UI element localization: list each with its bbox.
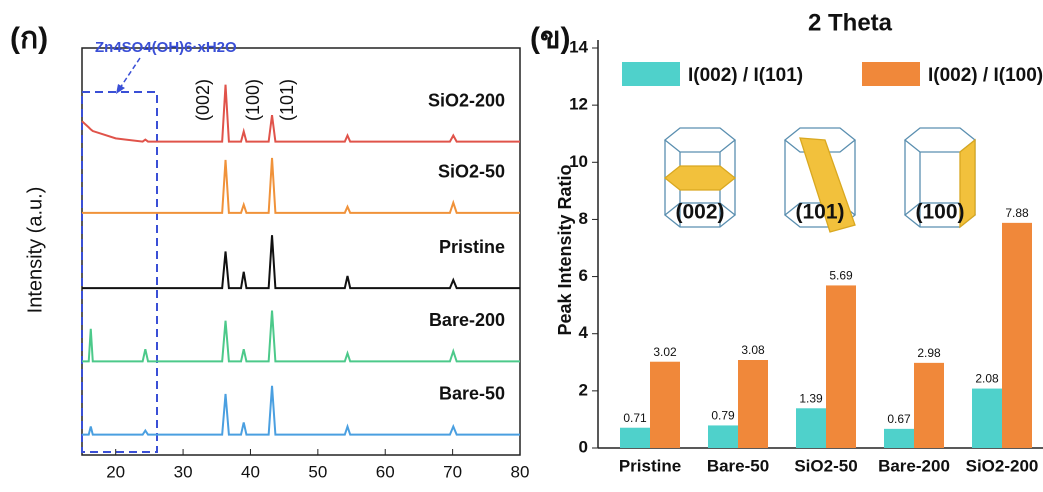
data-label: 0.67 [887,412,911,426]
legend-label: I(002) / I(100) [928,65,1043,86]
x-tick-label: 40 [241,462,260,481]
annotation: (100) [915,201,964,224]
x-tick-label: 70 [443,462,462,481]
x-tick-label: Bare-200 [878,456,950,475]
legend-swatch [862,62,920,86]
data-label: 0.79 [711,409,735,423]
x-tick-label: 80 [511,462,530,481]
crystal-icon [663,127,977,233]
x-tick-label: Bare-50 [707,456,769,475]
annotation: Zn4SO4(OH)6·xH2O [95,39,237,56]
series-label: Pristine [439,237,505,257]
bar [914,362,944,448]
bar [884,428,914,448]
bar [796,408,826,448]
data-label: 2.98 [917,346,941,360]
xrd-line [82,157,520,214]
y-tick-label: 0 [579,437,588,456]
data-label: 5.69 [829,269,853,283]
x-tick-label: 60 [376,462,395,481]
panel-label: (ก) [10,22,48,55]
legend-swatch [622,62,680,86]
arrow-head [116,84,125,94]
data-label: 2.08 [975,372,999,386]
y-tick-label: 4 [579,323,589,342]
bar [972,388,1002,448]
bar [650,361,680,448]
y-tick-label: 14 [569,37,588,56]
arrow [119,57,141,89]
chart-title: 2 Theta [808,9,893,36]
annotation: (101) [795,201,844,224]
x-tick-label: Pristine [619,456,681,475]
series-label: Bare-50 [439,383,505,403]
annotation: (002) [193,79,213,121]
bar [620,427,650,448]
bar [826,285,856,448]
y-axis-label: Peak Intensity Ratio [555,164,575,335]
data-label: 1.39 [799,391,823,405]
data-label: 0.71 [623,411,647,425]
x-tick-label: SiO2-200 [966,456,1039,475]
data-label: 7.88 [1005,206,1029,220]
x-tick-label: 20 [106,462,125,481]
y-tick-label: 12 [569,95,588,114]
xrd-line [82,385,520,436]
bar [738,360,768,448]
series-label: SiO2-50 [438,162,505,182]
legend-label: I(002) / I(101) [688,65,803,86]
bar [708,425,738,448]
annotation: (101) [277,79,297,121]
y-tick-label: 8 [579,209,588,228]
xrd-line [82,235,520,290]
xrd-line [81,84,520,143]
xrd-line [82,310,520,363]
annotation: (002) [675,201,724,224]
annotation: (100) [243,79,263,121]
data-label: 3.08 [741,343,765,357]
y-axis-label: Intensity (a.u.) [24,187,46,314]
y-tick-label: 10 [569,152,588,171]
series-label: Bare-200 [429,310,505,330]
plot-frame [81,47,521,456]
bar [1002,222,1032,448]
series-label: SiO2-200 [428,90,505,110]
highlight-box [81,91,158,453]
y-tick-label: 6 [579,266,588,285]
x-tick-label: SiO2-50 [794,456,857,475]
panel-label: (ข) [530,22,571,55]
data-label: 3.02 [653,345,677,359]
y-tick-label: 2 [579,380,588,399]
x-tick-label: 30 [174,462,193,481]
x-tick-label: 50 [308,462,327,481]
